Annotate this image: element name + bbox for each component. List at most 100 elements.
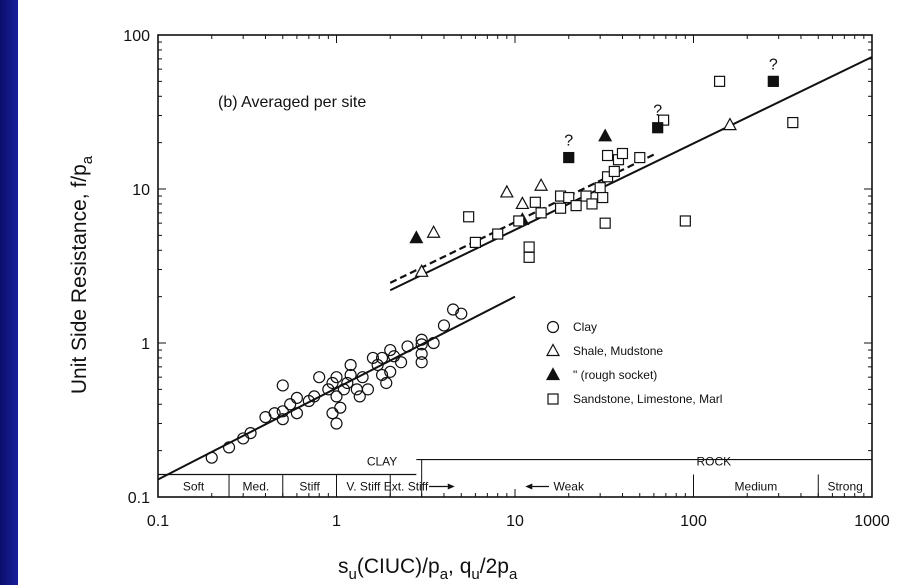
clay-point	[415, 356, 428, 369]
clay-point	[244, 426, 257, 440]
sandstone-point	[523, 251, 535, 263]
clay-point	[353, 390, 366, 403]
x-tick-label: 1	[332, 513, 341, 530]
clay-point	[384, 343, 397, 357]
clay-point	[380, 376, 393, 390]
y-tick-label: 10	[132, 182, 150, 199]
clay-point	[387, 350, 401, 363]
clay-point	[344, 368, 357, 382]
fit-line-solid	[157, 295, 516, 481]
clay-point	[415, 338, 428, 351]
question-mark-label: ?	[653, 103, 662, 120]
sandstone-point	[586, 198, 598, 210]
sandstone-point	[529, 196, 541, 208]
class-box-label: Med.	[243, 479, 270, 493]
shale-point	[426, 224, 441, 238]
sandstone-point	[713, 75, 726, 87]
clay-point	[415, 333, 428, 346]
sandstone-point	[634, 151, 646, 164]
legend-marker	[546, 320, 560, 334]
x-tick-label: 10	[506, 513, 524, 530]
shale-point	[414, 264, 429, 277]
question-mark-label: ?	[769, 56, 778, 73]
sandstone-point	[523, 241, 535, 253]
clay-point	[276, 379, 289, 392]
sandstone-rough-point	[563, 151, 575, 164]
clay-point	[437, 319, 451, 332]
class-box-label: Ext. Stiff	[384, 479, 429, 493]
shale-point	[515, 196, 530, 210]
sandstone-point	[616, 147, 629, 160]
sandstone-point	[492, 228, 504, 240]
sandstone-point	[679, 215, 691, 227]
clay-point	[341, 376, 354, 390]
legend-marker	[547, 393, 559, 405]
clay-point	[284, 398, 297, 411]
legend-label: Shale, Mudstone	[573, 344, 663, 358]
x-tick-label: 100	[680, 513, 707, 530]
sandstone-point	[563, 191, 575, 204]
sandstone-point	[608, 165, 620, 178]
y-axis-title-subscript: a	[79, 155, 96, 164]
shale-rough-point	[409, 230, 424, 244]
clay-point	[375, 368, 389, 382]
y-tick-label: 100	[123, 28, 150, 45]
class-group-label: ROCK	[697, 454, 732, 468]
shale-rough-point	[598, 128, 613, 142]
clay-point	[401, 340, 414, 353]
sandstone-point	[554, 202, 567, 214]
legend-marker	[545, 367, 561, 381]
legend-label: " (rough socket)	[573, 368, 657, 382]
sandstone-point	[463, 211, 475, 223]
x-axis-title: su(CIUC)/pa, qu/2pa	[338, 555, 518, 583]
clay-arrow-head	[447, 483, 455, 490]
clay-point	[313, 371, 326, 384]
question-mark-label: ?	[564, 133, 573, 150]
clay-point	[350, 383, 363, 396]
clay-point	[205, 451, 218, 464]
sandstone-point	[787, 116, 799, 129]
y-tick-label: 0.1	[128, 490, 150, 507]
x-tick-label: 0.1	[147, 513, 169, 530]
clay-point	[322, 383, 335, 396]
clay-point	[330, 371, 343, 384]
clay-point	[427, 336, 440, 350]
clay-point	[276, 405, 289, 418]
sandstone-point	[658, 114, 670, 126]
fit-line-solid	[389, 56, 873, 292]
clay-point	[337, 383, 350, 396]
clay-point	[330, 390, 343, 403]
chart-panel	[18, 0, 903, 585]
clay-point	[415, 347, 428, 360]
class-box-label: Weak	[553, 479, 584, 493]
shale-point	[534, 177, 549, 191]
clay-point	[361, 383, 375, 396]
sandstone-point	[535, 207, 547, 219]
clay-point	[334, 401, 347, 414]
class-box-label: Medium	[735, 479, 778, 493]
clay-point	[290, 391, 303, 405]
sandstone-point	[599, 217, 611, 229]
clay-point	[356, 371, 369, 384]
sandstone-point	[570, 200, 582, 212]
clay-point	[371, 358, 384, 372]
clay-point	[326, 407, 339, 420]
weak-arrow-head	[525, 483, 533, 490]
clay-point	[268, 407, 281, 420]
chart-annotation: (b) Averaged per site	[218, 94, 366, 111]
clay-point	[375, 351, 389, 365]
shale-point	[499, 184, 514, 198]
sandstone-point	[601, 149, 614, 162]
class-box-label: Stiff	[299, 479, 320, 493]
clay-point	[222, 441, 236, 454]
x-tick-label: 1000	[854, 513, 890, 530]
sandstone-rough-point	[652, 122, 664, 134]
clay-point	[330, 417, 343, 430]
legend-marker	[545, 343, 561, 357]
class-box-label: V. Stiff	[346, 479, 381, 493]
sandstone-point	[580, 190, 592, 202]
class-group-label: CLAY	[367, 454, 397, 468]
sandstone-point	[513, 215, 525, 227]
sandstone-point	[597, 191, 609, 204]
sandstone-point	[594, 182, 606, 194]
